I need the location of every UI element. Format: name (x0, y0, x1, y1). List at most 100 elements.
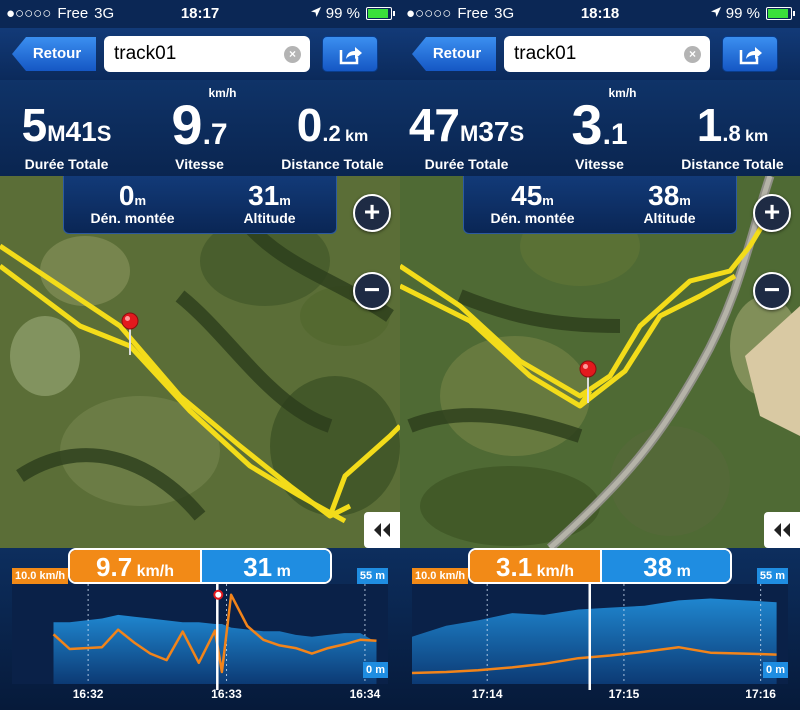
clear-text-icon[interactable]: × (684, 46, 701, 63)
distance-integer: 1 (696, 99, 723, 151)
status-bar: ●○○○○ Free 3G 18:18 99 % (400, 0, 800, 28)
speed-altitude-chart[interactable]: 10.0 km/h 55 m 0 m 9.7 km/h 31 m 16:32 16… (0, 548, 400, 710)
elevation-panel: 0m Dén. montée 31m Altitude (63, 176, 337, 234)
status-bar: ●○○○○ Free 3G 18:17 99 % (0, 0, 400, 28)
distance-label: Distance Totale (681, 156, 784, 172)
battery-percent: 99 % (325, 5, 360, 22)
total-distance: 1.8 km Distance Totale (666, 90, 799, 172)
total-duration: 5M41S Durée Totale (0, 90, 133, 172)
duration-seconds: 41 (65, 116, 97, 147)
total-duration: 47M37S Durée Totale (400, 90, 533, 172)
duration-minutes-unit: M (460, 121, 479, 146)
duration-seconds-unit: S (96, 121, 112, 146)
duration-seconds: 37 (478, 116, 510, 147)
chart-canvas (12, 582, 388, 690)
share-button[interactable] (722, 36, 778, 72)
readout-altitude: 38 m (602, 550, 730, 582)
double-chevron-left-icon (374, 523, 390, 537)
location-arrow-icon (310, 5, 326, 22)
distance-integer: 0 (296, 99, 323, 151)
zoom-out-button[interactable]: − (753, 272, 791, 310)
network-type: 3G (494, 5, 515, 22)
altitude-label: Altitude (643, 210, 696, 226)
elevation-gain: 45m Dén. montée (464, 180, 601, 226)
duration-seconds-unit: S (509, 121, 525, 146)
satellite-map[interactable]: 0m Dén. montée 31m Altitude + − (0, 176, 400, 548)
readout-speed-unit: km/h (536, 563, 574, 580)
altitude-max-label: 55 m (356, 568, 388, 584)
speed-altitude-chart[interactable]: 10.0 km/h 55 m 0 m 3.1 km/h 38 m 17:14 17… (400, 548, 800, 710)
battery-icon (766, 6, 795, 20)
x-tick-label: 16:33 (211, 687, 242, 701)
battery-icon (366, 6, 395, 20)
zoom-in-button[interactable]: + (753, 194, 791, 232)
cursor-readout: 3.1 km/h 38 m (468, 548, 732, 584)
battery-level-fill (768, 8, 788, 18)
speed-unit: km/h (208, 86, 237, 100)
battery-percent: 99 % (725, 5, 760, 22)
duration-minutes: 5 (21, 99, 48, 151)
speed-label: Vitesse (575, 156, 624, 172)
map-imagery (400, 176, 800, 548)
location-pin-icon (121, 312, 139, 355)
altitude-min-label: 0 m (363, 662, 388, 678)
duration-label: Durée Totale (424, 156, 509, 172)
share-icon (339, 47, 362, 65)
current-speed: km/h 9.7 Vitesse (133, 86, 266, 172)
speed-decimal: .7 (202, 118, 228, 151)
distance-decimal: .2 (322, 121, 341, 146)
distance-label: Distance Totale (281, 156, 384, 172)
zoom-in-button[interactable]: + (353, 194, 391, 232)
readout-speed-unit: km/h (136, 563, 174, 580)
speed-unit: km/h (608, 86, 637, 100)
phone-screen: ●○○○○ Free 3G 18:18 99 % Retour × (400, 0, 800, 710)
readout-altitude: 31 m (202, 550, 330, 582)
speed-max-label: 10.0 km/h (12, 568, 69, 584)
status-time: 18:18 (580, 5, 620, 22)
distance-unit: km (345, 128, 369, 145)
readout-altitude-value: 31 (243, 552, 273, 582)
altitude-unit: m (279, 193, 291, 208)
collapse-panel-button[interactable] (364, 512, 400, 548)
ascent-unit: m (134, 193, 147, 208)
navigation-bar: Retour × (400, 28, 800, 80)
readout-speed-value: 3.1 (496, 552, 533, 582)
signal-strength: ●○○○○ (406, 5, 452, 22)
altitude-min-label: 0 m (763, 662, 788, 678)
track-name-input[interactable] (104, 36, 310, 72)
zoom-out-button[interactable]: − (353, 272, 391, 310)
duration-label: Durée Totale (24, 156, 109, 172)
distance-decimal: .8 (722, 121, 741, 146)
duration-minutes-unit: M (47, 121, 66, 146)
altitude-area-series (53, 614, 377, 684)
altitude-value: 38 (648, 180, 680, 211)
readout-speed: 3.1 km/h (470, 550, 600, 582)
back-button[interactable]: Retour (12, 37, 96, 71)
x-tick-label: 17:14 (471, 687, 503, 701)
altitude-label: Altitude (243, 210, 296, 226)
track-name-input[interactable] (504, 36, 710, 72)
share-button[interactable] (322, 36, 378, 72)
distance-unit: km (745, 128, 769, 145)
share-icon (739, 47, 762, 65)
back-button[interactable]: Retour (412, 37, 496, 71)
satellite-map[interactable]: 45m Dén. montée 38 m Altitude + − (400, 176, 800, 548)
clear-text-icon[interactable]: × (284, 46, 301, 63)
status-time: 18:17 (180, 5, 220, 22)
ascent-value: 0 (118, 180, 135, 211)
double-chevron-left-icon (774, 523, 790, 537)
ascent-value: 45 (511, 180, 543, 211)
collapse-panel-button[interactable] (764, 512, 800, 548)
elevation-panel: 45m Dén. montée 38 m Altitude (463, 176, 737, 234)
elevation-gain: 0m Dén. montée (64, 180, 201, 226)
speed-decimal: .1 (602, 118, 628, 151)
readout-altitude-unit: m (276, 563, 291, 580)
altitude-max-label: 55 m (756, 568, 788, 584)
ascent-unit: m (542, 193, 554, 208)
x-tick-label: 16:32 (72, 687, 104, 701)
x-tick-label: 16:34 (349, 687, 381, 701)
current-speed: km/h 3.1 Vitesse (533, 86, 666, 172)
altitude-area-series (412, 598, 777, 684)
carrier-name: Free (457, 5, 489, 22)
